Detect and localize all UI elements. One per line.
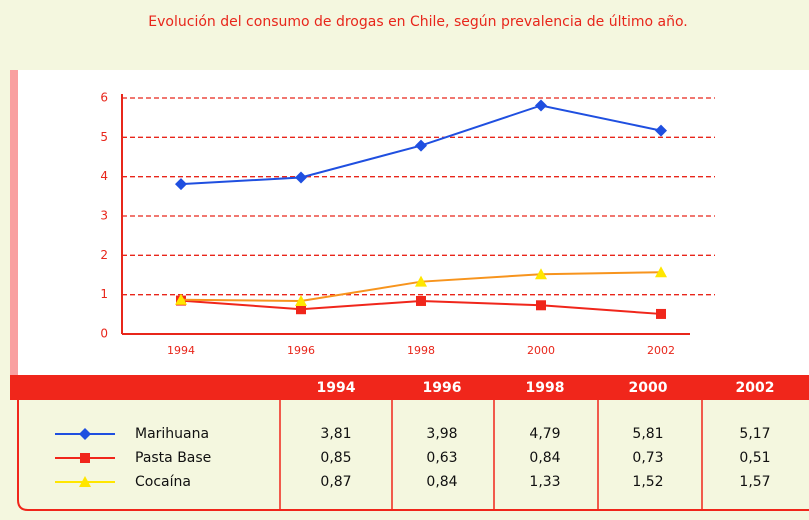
y-tick-label: 1	[100, 287, 108, 301]
table-value: 5,81	[632, 426, 663, 442]
x-tick-label: 1998	[407, 344, 435, 357]
table-header-year: 1994	[317, 380, 356, 396]
data-point	[175, 293, 187, 305]
legend-marker	[79, 428, 91, 440]
data-point	[656, 308, 666, 319]
x-tick-label: 2000	[527, 344, 555, 357]
table-value: 1,52	[632, 474, 663, 490]
data-point	[536, 300, 546, 311]
data-point	[296, 304, 306, 315]
side-bar	[10, 70, 18, 375]
y-tick-label: 2	[100, 248, 108, 262]
table-value: 5,17	[739, 426, 770, 442]
y-tick-label: 5	[100, 130, 108, 144]
table-value: 1,33	[529, 474, 560, 490]
table-border	[17, 400, 809, 511]
data-point	[295, 294, 307, 306]
x-tick-label: 1994	[167, 344, 195, 357]
table-value: 1,57	[739, 474, 770, 490]
y-tick-label: 4	[100, 169, 108, 183]
table-header-year: 1996	[423, 380, 462, 396]
legend-label: Pasta Base	[135, 450, 211, 466]
table-value: 0,63	[426, 450, 457, 466]
x-tick-label: 1996	[287, 344, 315, 357]
legend-label: Cocaína	[135, 474, 191, 490]
data-point	[415, 139, 427, 152]
table-value: 0,84	[426, 474, 457, 490]
plot-panel	[18, 70, 809, 375]
table-value: 0,85	[320, 450, 351, 466]
data-point	[535, 268, 547, 280]
legend-label: Marihuana	[135, 426, 209, 442]
data-point	[416, 295, 426, 306]
table-header-year: 2000	[629, 380, 668, 396]
y-tick-label: 3	[100, 209, 108, 223]
x-tick-label: 2002	[647, 344, 675, 357]
table-value: 0,51	[739, 450, 770, 466]
data-point	[295, 171, 307, 184]
legend-marker	[79, 476, 91, 487]
legend-marker	[80, 453, 90, 463]
table-value: 0,73	[632, 450, 663, 466]
table-value: 0,84	[529, 450, 560, 466]
data-point	[655, 124, 667, 137]
table-value: 3,98	[426, 426, 457, 442]
table-value: 3,81	[320, 426, 351, 442]
table-value: 4,79	[529, 426, 560, 442]
table-header-year: 2002	[736, 380, 775, 396]
table-header	[10, 375, 809, 400]
y-tick-label: 0	[100, 327, 108, 341]
data-point	[535, 99, 547, 112]
data-point	[655, 266, 667, 278]
chart-title: Evolución del consumo de drogas en Chile…	[148, 14, 687, 30]
table-header-year: 1998	[526, 380, 565, 396]
table-value: 0,87	[320, 474, 351, 490]
data-point	[415, 275, 427, 287]
data-point	[175, 178, 187, 191]
y-tick-label: 6	[100, 91, 108, 105]
